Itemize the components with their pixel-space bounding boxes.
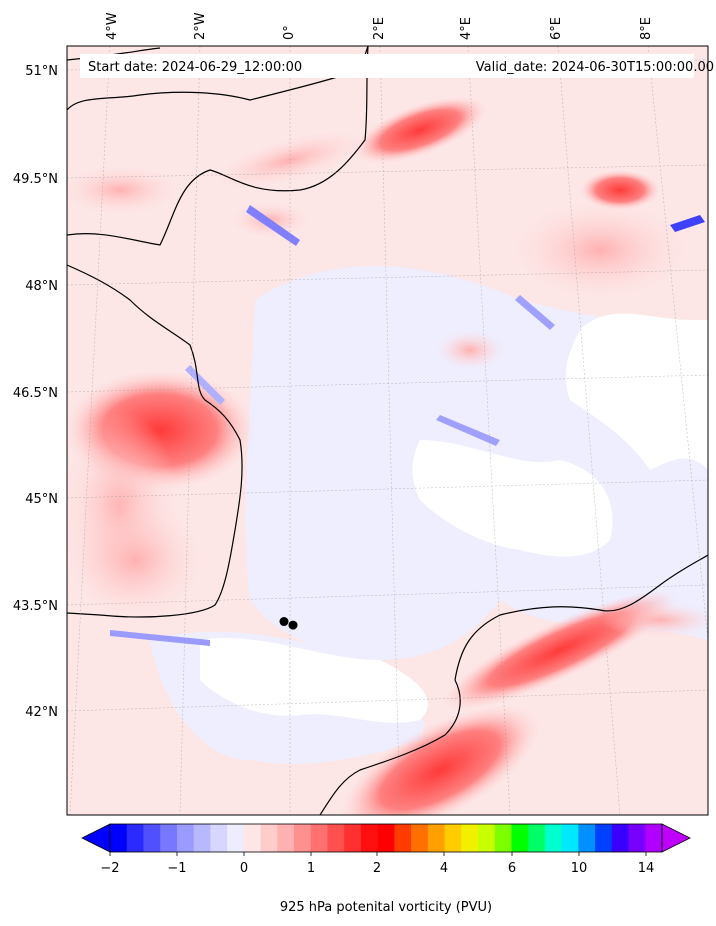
colorbar-swatch [377, 824, 395, 852]
colorbar-swatch [310, 824, 328, 852]
colorbar-swatch [645, 824, 663, 852]
colorbar-swatch [561, 824, 579, 852]
city-marker [288, 620, 298, 630]
lon-tick-label: 4°E [459, 17, 474, 40]
colorbar-swatch [277, 824, 295, 852]
lat-tick-label: 48°N [25, 279, 58, 294]
colorbar-tick-label: 1 [307, 861, 315, 876]
colorbar-swatch [511, 824, 529, 852]
colorbar-swatch [444, 824, 462, 852]
colorbar-swatch [478, 824, 496, 852]
colorbar-swatch [327, 824, 345, 852]
lat-tick-label: 51°N [25, 64, 58, 79]
colorbar-tick-label: 6 [508, 861, 516, 876]
colorbar-swatch [461, 824, 479, 852]
lon-tick-label: 8°E [639, 17, 654, 40]
colorbar-swatch [176, 824, 195, 852]
colorbar-swatch [427, 824, 446, 852]
lon-tick-label: 0° [282, 25, 297, 40]
lon-tick-label: 2°W [193, 12, 208, 40]
colorbar-swatch [494, 824, 512, 852]
colorbar-swatch [243, 824, 262, 852]
colorbar-swatch [160, 824, 178, 852]
colorbar-min-arrow [81, 823, 111, 853]
colorbar-swatch [544, 824, 563, 852]
colorbar-swatch [143, 824, 161, 852]
lon-tick-label: 4°W [105, 12, 120, 40]
colorbar-swatch [528, 824, 546, 852]
lat-tick-label: 42°N [25, 705, 58, 720]
colorbar: −2 −1 0 1 2 4 6 10 14 [81, 823, 691, 876]
colorbar-swatch [110, 824, 128, 852]
colorbar-tick-label: 2 [373, 861, 381, 876]
colorbar-swatch [227, 824, 245, 852]
lat-tick-label: 43.5°N [13, 599, 58, 614]
lat-tick-label: 45°N [25, 492, 58, 507]
colorbar-swatch [260, 824, 278, 852]
colorbar-tick-label: 10 [571, 861, 588, 876]
start-date-label: Start date: 2024-06-29_12:00:00 [88, 60, 302, 75]
colorbar-swatch [360, 824, 379, 852]
valid-date-label: Valid_date: 2024-06-30T15:00:00.00 [476, 60, 714, 75]
colorbar-swatch [126, 824, 144, 852]
colorbar-tick-label: −1 [167, 861, 186, 876]
city-marker [279, 617, 289, 627]
colorbar-swatch [193, 824, 211, 852]
colorbar-tick-label: 14 [638, 861, 655, 876]
lat-tick-label: 46.5°N [13, 386, 58, 401]
colorbar-swatch [411, 824, 429, 852]
lon-tick-label: 6°E [549, 17, 564, 40]
lat-tick-label: 49.5°N [13, 172, 58, 187]
latitude-axis: 51°N 49.5°N 48°N 46.5°N 45°N 43.5°N 42°N [13, 64, 58, 720]
colorbar-tick-label: −2 [100, 861, 119, 876]
lon-tick-label: 2°E [372, 17, 387, 40]
colorbar-max-arrow [661, 823, 691, 853]
colorbar-swatch [344, 824, 362, 852]
colorbar-tick-label: 4 [440, 861, 448, 876]
map-panel [67, 46, 708, 815]
colorbar-swatch [595, 824, 613, 852]
colorbar-tick-label: 0 [240, 861, 248, 876]
colorbar-label: 925 hPa potenital vorticity (PVU) [280, 900, 492, 915]
colorbar-swatch [628, 824, 646, 852]
colorbar-swatch [611, 824, 630, 852]
colorbar-swatch [578, 824, 596, 852]
longitude-axis: 4°W 2°W 0° 2°E 4°E 6°E 8°E [105, 12, 654, 40]
colorbar-swatch [394, 824, 412, 852]
colorbar-swatch [294, 824, 312, 852]
colorbar-swatch [210, 824, 228, 852]
